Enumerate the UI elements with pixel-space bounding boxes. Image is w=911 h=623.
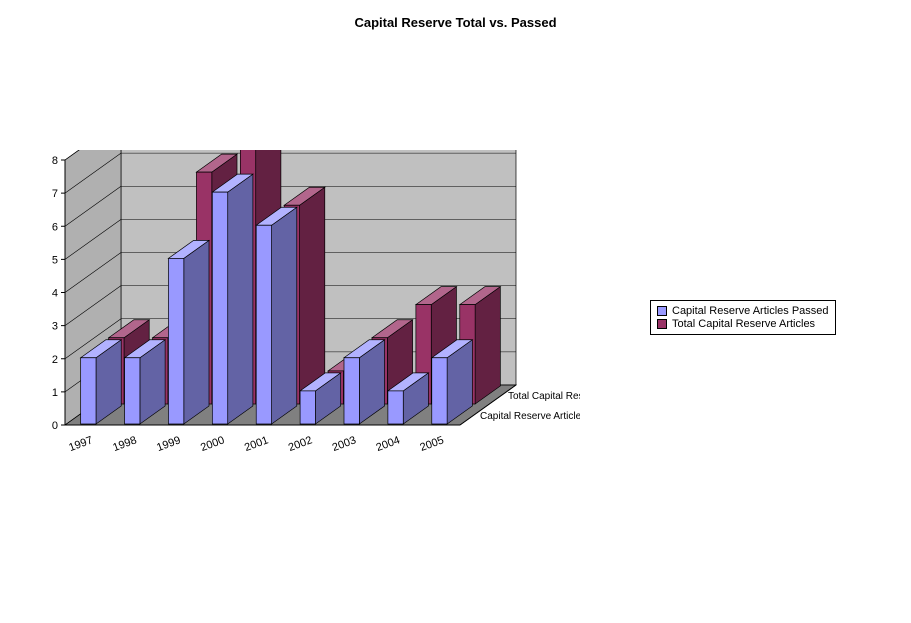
legend-item: Total Capital Reserve Articles bbox=[657, 318, 829, 330]
svg-text:2000: 2000 bbox=[199, 434, 226, 454]
legend-item: Capital Reserve Articles Passed bbox=[657, 305, 829, 317]
svg-text:1998: 1998 bbox=[111, 434, 138, 454]
svg-text:1997: 1997 bbox=[67, 434, 94, 454]
svg-text:1999: 1999 bbox=[155, 434, 182, 454]
chart-3d-bars: 0 1 2 3 4 5 6 7 8 1997 1998 1999 2000 2001 2002 2003 200… bbox=[20, 150, 580, 500]
svg-text:4: 4 bbox=[52, 288, 58, 300]
chart-area: 0 1 2 3 4 5 6 7 8 1997 1998 1999 2000 2001 2002 2003 200… bbox=[20, 150, 580, 500]
svg-text:Total Capital Reserve Articles: Total Capital Reserve Articles bbox=[508, 391, 580, 402]
svg-text:Capital Reserve Articles Passe: Capital Reserve Articles Passed bbox=[480, 411, 580, 422]
svg-text:2: 2 bbox=[52, 354, 58, 366]
legend-swatch bbox=[657, 306, 667, 316]
svg-text:3: 3 bbox=[52, 321, 58, 333]
chart-title: Capital Reserve Total vs. Passed bbox=[0, 15, 911, 30]
legend: Capital Reserve Articles Passed Total Ca… bbox=[650, 300, 836, 335]
svg-text:2003: 2003 bbox=[331, 434, 358, 454]
svg-text:2004: 2004 bbox=[375, 434, 402, 454]
svg-text:7: 7 bbox=[52, 188, 58, 200]
legend-label: Total Capital Reserve Articles bbox=[672, 318, 815, 330]
svg-text:2005: 2005 bbox=[418, 434, 445, 454]
legend-swatch bbox=[657, 319, 667, 329]
svg-text:2002: 2002 bbox=[287, 434, 314, 454]
svg-text:5: 5 bbox=[52, 254, 58, 266]
svg-text:1: 1 bbox=[52, 387, 58, 399]
svg-text:6: 6 bbox=[52, 221, 58, 233]
svg-text:2001: 2001 bbox=[243, 434, 270, 454]
svg-text:0: 0 bbox=[52, 420, 58, 432]
svg-text:8: 8 bbox=[52, 155, 58, 167]
legend-label: Capital Reserve Articles Passed bbox=[672, 305, 829, 317]
